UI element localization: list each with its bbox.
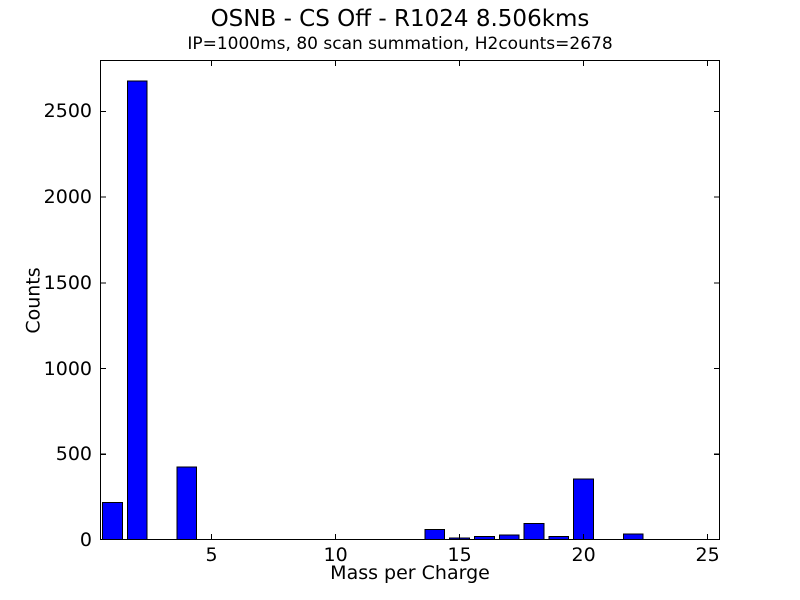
y-tick-label-1500: 1500 (43, 271, 92, 294)
chart-title: OSNB - CS Off - R1024 8.506kms (210, 6, 590, 32)
x-tick-label-20: 20 (571, 544, 596, 566)
bar-mass-4 (176, 466, 198, 540)
x-tick-label-25: 25 (695, 544, 720, 566)
x-axis-label: Mass per Charge (330, 562, 490, 584)
y-tick-label-500: 500 (55, 443, 92, 466)
bar-mass-14 (424, 529, 446, 540)
x-tick-label-10: 10 (323, 544, 348, 566)
y-tick-label-2000: 2000 (43, 186, 92, 209)
bar-mass-18 (523, 523, 545, 540)
y-tick-label-2500: 2500 (43, 100, 92, 123)
chart-subtitle: IP=1000ms, 80 scan summation, H2counts=2… (187, 34, 613, 54)
plot-area (100, 60, 720, 540)
y-tick-label-0: 0 (79, 529, 92, 551)
bar-mass-2 (126, 80, 148, 540)
y-tick-label-1000: 1000 (43, 357, 92, 380)
bar-mass-22 (622, 533, 644, 540)
axes-frame (100, 60, 720, 540)
bar-mass-17 (498, 534, 520, 540)
bar-mass-19 (548, 536, 570, 540)
bar-mass-1 (101, 501, 123, 540)
y-axis-label: Counts (22, 267, 45, 334)
x-tick-label-15: 15 (447, 544, 472, 566)
x-tick-label-5: 5 (205, 544, 218, 566)
bar-mass-20 (573, 478, 595, 540)
bar-mass-16 (473, 536, 495, 540)
